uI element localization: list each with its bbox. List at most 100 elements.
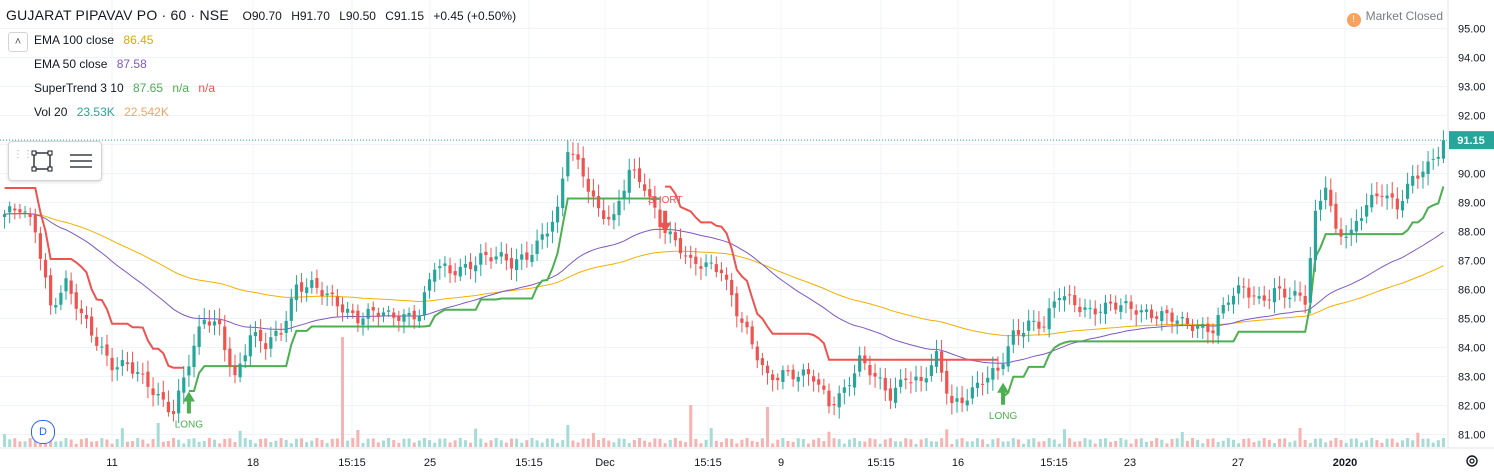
candle-body [1032,320,1036,322]
candle-body [837,393,841,408]
candle-body [899,379,903,387]
volume-bar [177,439,181,447]
candle-body [709,262,713,264]
volume-bar [530,438,534,447]
time-tick-label: 2020 [1333,457,1357,469]
volume-bar [1191,438,1195,447]
candle-body [1144,309,1149,312]
volume-bar [233,441,237,447]
volume-bar [1109,441,1113,447]
volume-bar [1016,439,1020,447]
indicator-volume[interactable]: Vol 20 23.53K 22.542K [34,105,175,119]
volume-bar [264,438,268,447]
symbol-title[interactable]: GUJARAT PIPAVAV PO · 60 · NSE [6,7,229,23]
candle-body [1006,346,1010,367]
candle-body [842,387,846,393]
drag-handle-icon[interactable]: ⋮⋮ [13,149,33,160]
candle-body [858,355,862,372]
rectangle-tool-icon[interactable] [29,148,55,174]
volume-bar [356,429,360,447]
volume-bar [888,438,892,447]
candle-body [1252,295,1256,297]
candle-body [187,366,191,376]
candle-body [1211,330,1215,334]
volume-bar [837,439,841,447]
candle-body [1405,183,1410,199]
volume-bar [1078,441,1082,447]
candle-body [955,398,959,402]
price-tick-label: 87.00 [1458,256,1486,268]
volume-bar [1011,438,1015,447]
gear-icon[interactable] [1464,453,1480,469]
sell-arrow-icon [659,210,672,233]
indicator-supertrend[interactable]: SuperTrend 3 10 87.65 n/a n/a [34,81,221,95]
volume-bar [643,440,647,447]
candle-body [612,214,616,221]
volume-bar [735,443,739,447]
candle-body [13,208,17,211]
candle-body [1011,330,1015,345]
volume-bar [781,438,785,447]
volume-bar [1334,438,1338,447]
volume-bar [59,441,63,447]
volume-bar [1247,438,1251,447]
candle-body [893,387,898,403]
candle-body [130,362,135,374]
buy-arrow-icon [997,382,1010,405]
volume-bar [300,438,304,447]
market-status-label: Market Closed [1365,9,1443,23]
time-tick-label: 25 [424,457,436,469]
candle-body [1190,325,1195,331]
candle-body [822,385,826,390]
volume-bar [515,438,519,447]
collapse-legend-button[interactable]: ˄ [8,32,28,52]
volume-bar [612,442,616,447]
volume-bar [330,438,334,447]
candle-body [786,370,790,372]
interval-d-button[interactable]: D [31,420,55,444]
volume-bar [986,443,990,447]
volume-bar [1385,438,1389,447]
candle-body [115,367,119,370]
candle-body [1124,301,1128,304]
volume-bar [207,438,211,447]
volume-bar [1365,440,1369,447]
volume-bar [479,438,483,447]
volume-bar [704,439,708,447]
volume-bar [463,440,467,447]
candle-body [1242,286,1246,288]
drawing-toolbar[interactable]: ⋮⋮ [8,141,102,181]
candle-body [1119,305,1123,312]
volume-bar [422,438,426,447]
volume-bar [1272,443,1276,447]
volume-bar [253,443,257,447]
candle-body [1149,309,1154,319]
candle-body [49,275,53,306]
menu-lines-icon[interactable] [67,148,93,174]
indicator-ema100[interactable]: EMA 100 close 86.45 [34,33,159,47]
volume-bar [556,442,560,447]
candle-body [84,314,89,319]
candle-body [704,262,708,267]
candle-body [402,314,406,322]
indicator-ema50[interactable]: EMA 50 close 87.58 [34,57,153,71]
candle-body [274,330,278,336]
candle-body [100,346,104,348]
candle-body [218,319,222,325]
candle-body [765,365,770,374]
volume-bar [151,439,155,447]
volume-bar [586,438,590,447]
candle-body [243,355,247,362]
volume-bar [940,438,944,447]
volume-bar [1406,438,1410,447]
volume-bar [376,442,380,447]
candle-body [929,365,933,376]
candle-body [156,393,160,396]
candle-body [678,238,683,254]
volume-bar [8,439,12,447]
candle-body [760,358,765,366]
volume-bar [935,441,939,447]
candle-body [878,377,882,379]
